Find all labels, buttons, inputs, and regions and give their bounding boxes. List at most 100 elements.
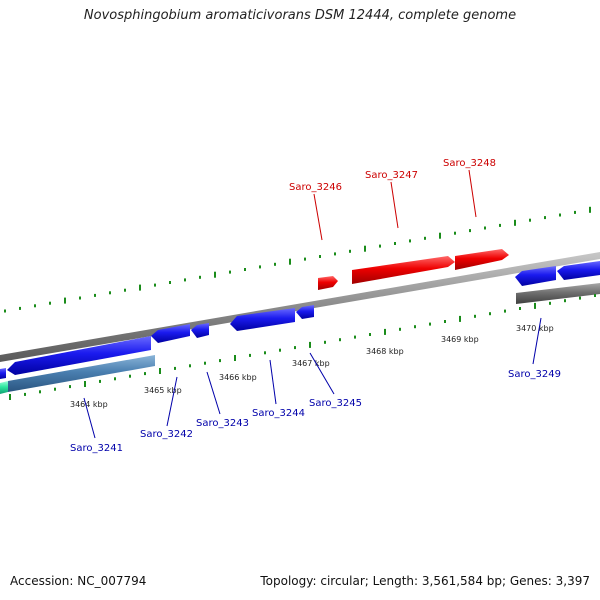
scale-tick-lower-minor: [579, 296, 581, 300]
gene-label-saro-3243[interactable]: Saro_3243: [196, 418, 249, 429]
gene-label-saro-3245[interactable]: Saro_3245: [309, 398, 362, 409]
scale-tick-lower-major: [234, 355, 236, 361]
scale-tick-lower-minor: [504, 309, 506, 313]
scale-tick-lower-minor: [519, 307, 521, 310]
gene-arrow-saro-3245[interactable]: [296, 305, 314, 319]
scale-tick-lower-minor: [69, 385, 71, 389]
gene-label-saro-3244[interactable]: Saro_3244: [252, 408, 305, 419]
scale-tick-upper-minor: [469, 229, 471, 233]
scale-tick-lower-minor: [324, 340, 326, 344]
map-title: Novosphingobium aromaticivorans DSM 1244…: [83, 8, 517, 23]
scale-tick-upper-minor: [544, 216, 546, 220]
scale-tick-upper-minor: [334, 252, 336, 256]
gene-label-saro-3241[interactable]: Saro_3241: [70, 443, 123, 454]
scale-tick-lower-major: [309, 341, 311, 348]
scale-label-3464: 3464 kbp: [70, 400, 108, 409]
scale-tick-upper-minor: [109, 291, 111, 295]
scale-tick-lower-minor: [339, 338, 341, 342]
scale-tick-lower-minor: [39, 390, 41, 394]
scale-tick-lower-major: [9, 394, 11, 400]
feature-teal-block[interactable]: [0, 381, 8, 394]
scale-label-3470: 3470 kbp: [516, 324, 554, 333]
scale-tick-lower-major: [384, 328, 386, 335]
scale-tick-upper-minor: [304, 257, 306, 261]
gene-arrow-saro-3246[interactable]: [318, 276, 338, 290]
scale-tick-upper-minor: [79, 296, 81, 300]
scale-tick-upper-minor: [409, 239, 411, 243]
scale-tick-lower-minor: [399, 327, 401, 331]
genome-backbone: [0, 252, 600, 362]
feature-steel-block[interactable]: [8, 355, 155, 392]
scale-tick-upper-minor: [244, 268, 246, 271]
gene-label-saro-3247[interactable]: Saro_3247: [365, 170, 418, 181]
gene-arrow-saro-3241[interactable]: [7, 336, 151, 375]
scale-tick-upper-minor: [529, 218, 531, 222]
scale-ticks-upper: [4, 206, 591, 313]
scale-label-3466: 3466 kbp: [219, 373, 257, 382]
gene-arrow-saro-3244[interactable]: [230, 308, 295, 331]
scale-tick-upper-minor: [574, 210, 576, 214]
scale-tick-upper-major: [589, 206, 591, 213]
scale-tick-lower-major: [159, 368, 161, 374]
scale-tick-upper-minor: [169, 281, 171, 284]
gene-arrow-saro-3248[interactable]: [455, 249, 509, 270]
leader-line-saro-3249: [532, 317, 542, 365]
gene-label-saro-3249[interactable]: Saro_3249: [508, 369, 561, 380]
gene-label-saro-3242[interactable]: Saro_3242: [140, 429, 193, 440]
scale-tick-lower-major: [534, 302, 536, 309]
scale-tick-upper-major: [64, 297, 66, 304]
gene-label-saro-3246[interactable]: Saro_3246: [289, 182, 342, 193]
gene-arrow-saro-3242[interactable]: [151, 324, 190, 343]
scale-tick-upper-minor: [49, 301, 51, 305]
scale-tick-upper-minor: [34, 304, 36, 308]
scale-tick-lower-minor: [129, 374, 131, 378]
gene-arrow-saro-3243[interactable]: [191, 323, 209, 338]
scale-tick-lower-minor: [174, 366, 176, 370]
leader-line-saro-3245: [309, 352, 335, 395]
leader-line-saro-3241: [83, 397, 96, 439]
scale-tick-lower-minor: [474, 314, 476, 318]
scale-tick-upper-major: [514, 219, 516, 226]
scale-tick-lower-minor: [219, 359, 221, 363]
leader-line-saro-3246: [313, 193, 323, 241]
scale-tick-lower-minor: [564, 299, 566, 303]
scale-tick-lower-minor: [189, 364, 191, 368]
gene-arrow-saro-3249-next[interactable]: [557, 261, 600, 280]
scale-tick-lower-major: [84, 381, 86, 387]
scale-tick-upper-minor: [154, 283, 156, 287]
scale-tick-lower-minor: [144, 372, 146, 376]
scale-tick-lower-minor: [549, 301, 551, 305]
scale-tick-upper-major: [364, 245, 366, 252]
feature-gray-block[interactable]: [516, 283, 600, 304]
scale-tick-lower-minor: [99, 379, 101, 383]
scale-tick-upper-minor: [484, 226, 486, 230]
scale-tick-lower-minor: [24, 392, 26, 396]
scale-tick-upper-minor: [94, 293, 96, 297]
gene-arrow-left-edge[interactable]: [0, 368, 6, 379]
leader-line-saro-3242: [166, 376, 178, 427]
scale-tick-lower-minor: [414, 325, 416, 329]
scale-tick-lower-minor: [264, 351, 266, 355]
scale-tick-lower-minor: [354, 335, 356, 339]
scale-tick-upper-major: [289, 258, 291, 265]
scale-tick-upper-minor: [229, 270, 231, 274]
scale-tick-upper-minor: [4, 309, 6, 313]
scale-tick-upper-minor: [19, 306, 21, 310]
scale-label-3465: 3465 kbp: [144, 386, 182, 395]
scale-tick-upper-minor: [499, 223, 501, 227]
gene-label-saro-3248[interactable]: Saro_3248: [443, 158, 496, 169]
scale-tick-upper-minor: [454, 231, 456, 235]
scale-tick-lower-major: [459, 315, 461, 322]
topology-summary-text: Topology: circular; Length: 3,561,584 bp…: [260, 574, 590, 588]
scale-tick-lower-minor: [279, 348, 281, 352]
scale-tick-upper-minor: [379, 244, 381, 248]
scale-tick-lower-minor: [594, 294, 596, 297]
scale-tick-upper-major: [139, 284, 141, 291]
gene-arrow-saro-3247[interactable]: [352, 256, 455, 284]
leader-line-saro-3244: [269, 359, 277, 405]
scale-tick-upper-minor: [319, 255, 321, 258]
scale-tick-lower-minor: [444, 320, 446, 323]
scale-label-3467: 3467 kbp: [292, 359, 330, 368]
gene-arrow-saro-3249[interactable]: [515, 266, 556, 286]
